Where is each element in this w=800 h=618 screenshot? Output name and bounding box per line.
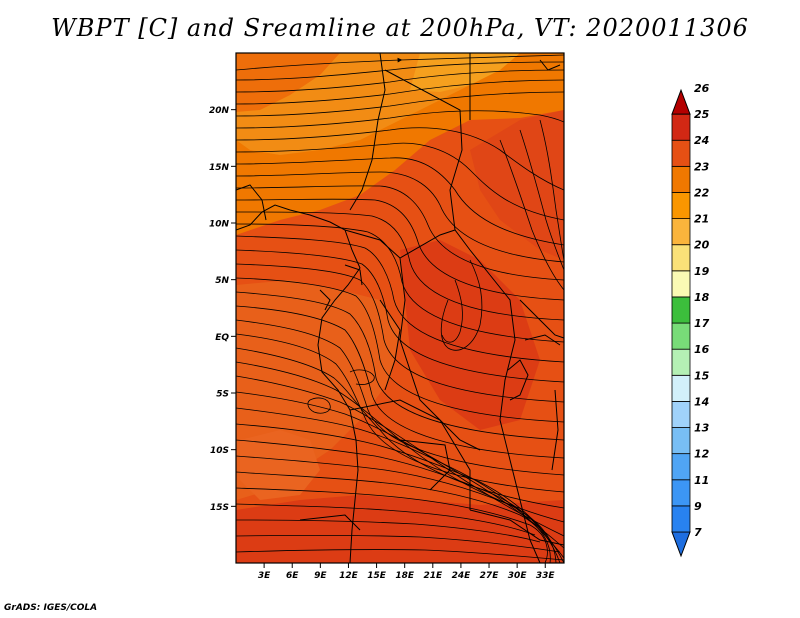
colorbar-segment [671,113,691,141]
lon-tick-label: 6E [286,571,299,581]
latitude-axis: 20N 15N 10N 5N EQ 5S 10S 15S [209,106,236,513]
colorbar-segment [671,322,691,350]
colorbar-segment [671,348,691,376]
lon-tick-label: 3E [258,571,271,581]
lat-tick-label: 10S [210,446,229,456]
colorbar-segment [671,244,691,272]
lon-tick-label: 12E [339,571,359,581]
colorbar-segment [671,374,691,402]
lon-tick-label: 18E [395,571,415,581]
colorbar-segment [671,270,691,298]
lat-tick-label: EQ [215,333,229,343]
colorbar-label: 18 [694,291,710,304]
lat-tick-label: 20N [209,106,230,116]
colorbar-label: 21 [694,213,709,226]
colorbar-label: 23 [694,160,710,173]
lon-tick-label: 30E [508,571,528,581]
colorbar-segment [671,427,691,455]
colorbar: 7 9 11 12 13 14 15 16 17 18 19 20 21 22 23 24 25 26 [671,82,710,558]
lon-tick-label: 21E [423,571,443,581]
colorbar-label: 26 [694,82,710,95]
colorbar-segment [671,453,691,481]
lon-tick-label: 9E [314,571,327,581]
colorbar-segment [671,401,691,428]
colorbar-label: 25 [694,108,710,121]
lon-tick-label: 33E [536,571,556,581]
colorbar-label: 20 [694,239,710,252]
map-title: WBPT [C] and Sreamline at 200hPa, VT: 20… [51,14,749,42]
lon-tick-label: 27E [480,571,500,581]
lon-tick-label: 15E [367,571,387,581]
colorbar-segment [671,218,691,246]
colorbar-label: 12 [694,448,710,461]
colorbar-label: 16 [694,343,710,356]
lat-tick-label: 5N [215,276,229,286]
map-area [236,53,564,563]
colorbar-label: 24 [694,134,709,147]
colorbar-label: 14 [694,395,709,408]
wbpt-shading [236,53,564,563]
lat-tick-label: 15S [210,503,229,513]
lat-tick-label: 15N [209,163,230,173]
colorbar-segment [671,165,691,193]
colorbar-segment [671,531,691,558]
colorbar-label: 7 [694,526,702,539]
colorbar-label: 17 [694,317,710,330]
colorbar-label: 13 [694,422,710,435]
lon-tick-label: 24E [452,571,472,581]
colorbar-segment [671,479,691,507]
colorbar-segment [671,296,691,324]
lat-tick-label: 5S [216,390,229,400]
colorbar-label: 19 [694,265,710,278]
colorbar-label: 9 [694,500,702,513]
streamlines [236,54,564,563]
lat-tick-label: 10N [209,220,230,230]
colorbar-label: 22 [694,186,710,199]
colorbar-segment [671,192,691,219]
colorbar-segment [671,505,691,533]
map-frame [235,52,565,564]
colorbar-segment [671,139,691,167]
colorbar-label: 11 [694,474,709,487]
grads-credit: GrADS: IGES/COLA [4,603,98,613]
colorbar-label: 15 [694,369,710,382]
colorbar-segment [671,88,691,115]
longitude-axis: 3E 6E 9E 12E 15E 18E 21E 24E 27E 30E 33E [258,563,556,581]
